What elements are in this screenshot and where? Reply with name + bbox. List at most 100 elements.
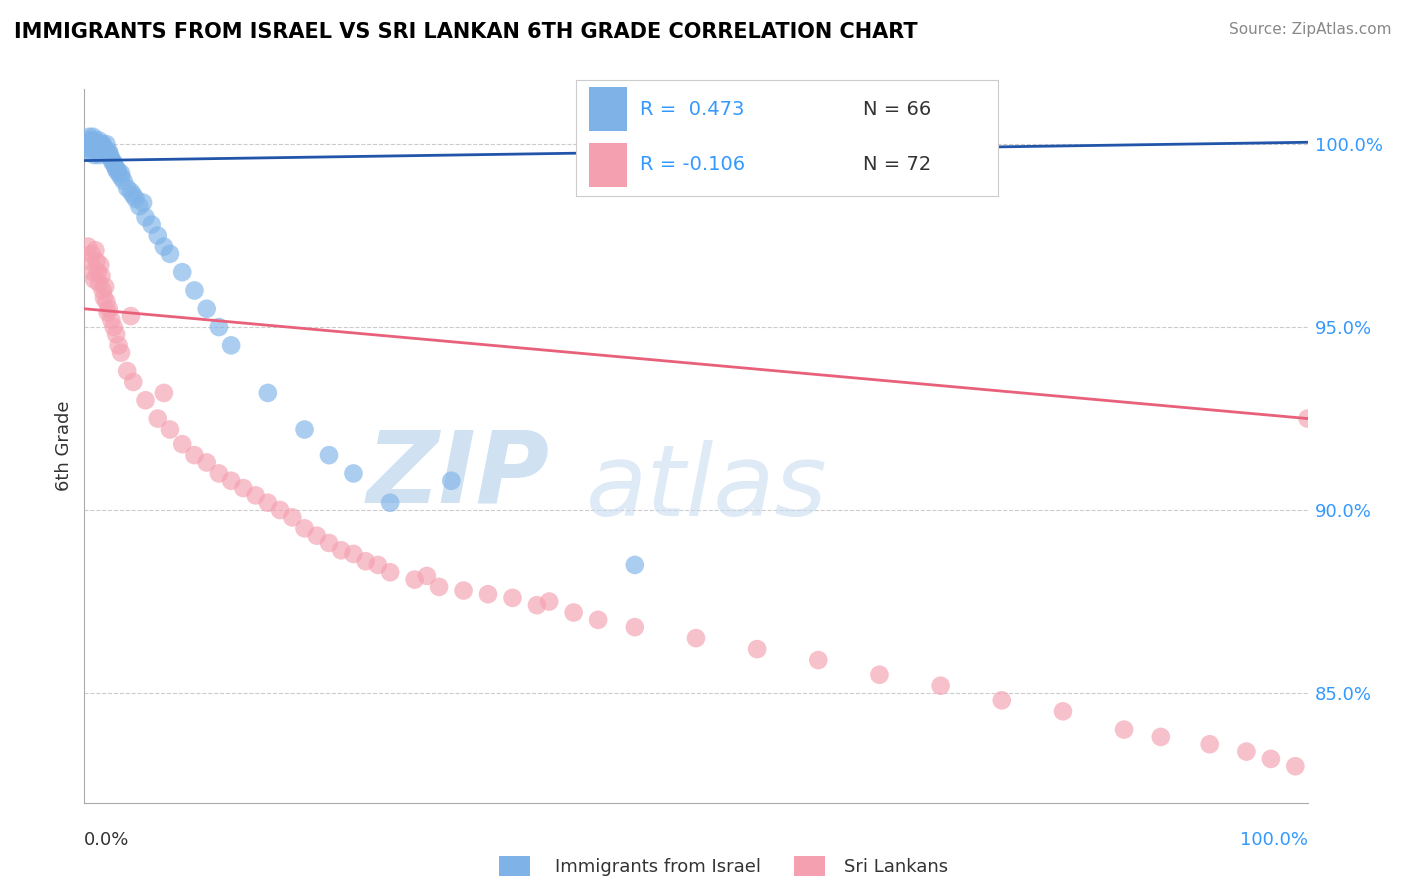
Point [79,145,101,159]
Text: Source: ZipAtlas.com: Source: ZipAtlas.com [1229,22,1392,37]
Point [82,265,104,279]
Text: R =  0.473: R = 0.473 [640,100,744,119]
Point [83,137,105,152]
Point [112,174,135,188]
Point [269,503,291,517]
Point [86,141,108,155]
Point [159,247,181,261]
Point [624,558,647,572]
Point [146,228,169,243]
Point [91,284,114,298]
Point [83,148,105,162]
Point [105,327,128,342]
Point [172,265,194,279]
Point [120,185,142,199]
Point [380,566,402,580]
Point [135,211,157,225]
Bar [589,87,627,131]
Point [562,606,585,620]
Point [97,145,120,159]
Text: R = -0.106: R = -0.106 [640,155,745,175]
Point [416,569,439,583]
Point [132,195,155,210]
Point [122,375,145,389]
Point [1284,759,1306,773]
Point [153,239,176,253]
Point [115,364,138,378]
Point [89,137,111,152]
Point [110,345,132,359]
Point [195,301,218,316]
Point [86,254,108,268]
Point [110,166,132,180]
Point [183,284,205,298]
Point [87,148,110,162]
Point [294,521,316,535]
Point [318,536,340,550]
Point [294,423,316,437]
Point [87,265,110,279]
Text: Immigrants from Israel: Immigrants from Israel [555,858,762,876]
Point [82,129,104,144]
Point [1296,411,1319,425]
Point [122,188,145,202]
Point [105,162,128,177]
Point [100,312,122,326]
Point [219,338,242,352]
Point [342,547,364,561]
Point [195,455,218,469]
Point [77,129,100,144]
Point [84,133,107,147]
Point [100,152,122,166]
Text: N = 72: N = 72 [863,155,932,175]
Point [153,386,176,401]
Point [84,145,107,159]
Point [135,393,157,408]
Point [103,320,125,334]
Point [97,305,120,319]
Point [87,145,110,159]
Text: 100.0%: 100.0% [1240,831,1308,849]
Point [453,583,475,598]
Point [101,155,124,169]
Point [107,338,129,352]
Point [97,145,120,159]
Point [77,133,100,147]
Point [526,598,548,612]
Point [87,137,110,152]
Point [89,145,111,159]
Text: atlas: atlas [586,441,828,537]
Point [107,166,129,180]
Point [128,199,150,213]
Point [90,141,112,155]
Point [281,510,304,524]
Point [245,488,267,502]
Point [1052,704,1074,718]
Point [685,631,707,645]
Point [318,448,340,462]
Point [477,587,499,601]
Y-axis label: 6th Grade: 6th Grade [55,401,73,491]
Text: ZIP: ZIP [366,426,550,523]
Point [96,137,118,152]
Point [146,411,169,425]
Point [380,496,402,510]
Point [219,474,242,488]
Point [342,467,364,481]
Point [77,239,100,253]
Point [159,423,181,437]
Point [91,137,114,152]
Point [125,192,148,206]
Point [79,254,101,268]
Point [1198,737,1220,751]
Text: 0.0%: 0.0% [84,831,129,849]
Text: Sri Lankans: Sri Lankans [844,858,948,876]
Point [991,693,1014,707]
Point [330,543,353,558]
Point [257,496,280,510]
Point [90,137,112,152]
Point [84,244,107,258]
Point [98,148,121,162]
Point [501,591,523,605]
Point [869,667,891,681]
